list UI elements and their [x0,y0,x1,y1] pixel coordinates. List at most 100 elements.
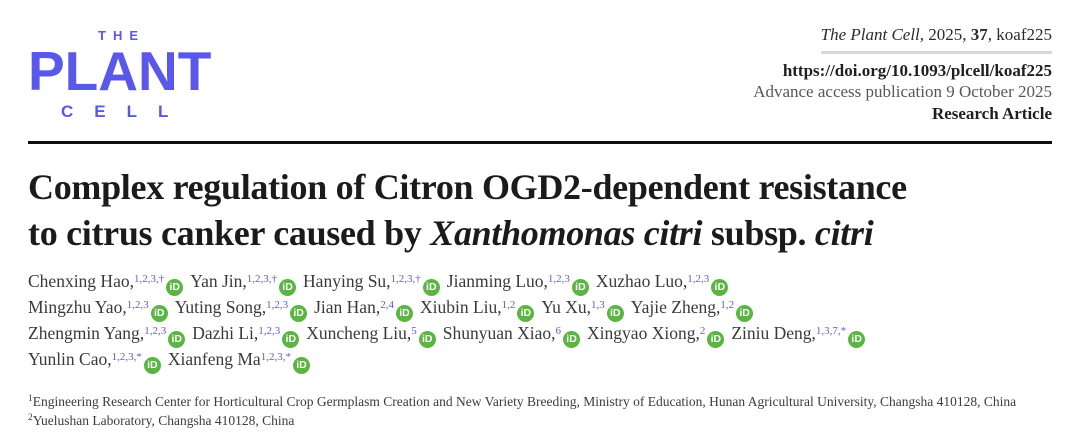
orcid-icon[interactable]: iD [279,279,297,296]
orcid-icon[interactable]: iD [166,279,184,296]
author-affiliation-superscript[interactable]: 1,2,3,† [390,273,421,285]
author: Jianming Luo,1,2,3iD [446,271,590,296]
author: Yuting Song,1,2,3iD [174,297,308,322]
subspecies-name-italic: citri [814,213,874,253]
author: Xianfeng Ma1,2,3,*iD [167,349,311,374]
author-name: Chenxing Hao, [28,271,134,291]
author: Hanying Su,1,2,3,†iD [303,271,441,296]
author-line: Zhengmin Yang,1,2,3iD Dazhi Li,1,2,3iD Xun… [28,322,1052,348]
volume-number: 37 [970,25,988,44]
author-name: Zhengmin Yang, [28,323,145,343]
author: Jian Han,2,4iD [314,297,414,322]
author-affiliation-superscript[interactable]: 1,2,3 [144,325,167,337]
doi-link[interactable]: https://doi.org/10.1093/plcell/koaf225 [782,61,1052,80]
affiliation-list: 1Engineering Research Center for Horticu… [28,392,1052,430]
paper-page: THE PLANT CELL The Plant Cell, 2025, 37,… [28,0,1052,430]
affiliation: 2Yuelushan Laboratory, Changsha 410128, … [28,411,1052,430]
author-name: Jian Han, [314,297,381,317]
author-name: Jianming Luo, [446,271,548,291]
author-name: Yan Jin, [190,271,247,291]
author-affiliation-superscript[interactable]: 2,4 [380,299,394,311]
orcid-icon[interactable]: iD [571,279,589,296]
author-name: Mingzhu Yao, [28,297,127,317]
orcid-icon[interactable]: iD [282,331,300,348]
author-name: Yu Xu, [541,297,591,317]
author-affiliation-superscript[interactable]: 1,2,3 [258,325,281,337]
logo-cell-text: CELL [61,102,190,121]
affiliation: 1Engineering Research Center for Horticu… [28,392,1052,411]
logo-the-text: THE [98,28,145,43]
orcid-icon[interactable]: iD [711,279,729,296]
author-affiliation-superscript[interactable]: 5 [411,325,417,337]
author-name: Xianfeng Ma [167,349,261,369]
author-name: Xuncheng Liu, [306,323,412,343]
orcid-icon[interactable]: iD [563,331,581,348]
orcid-icon[interactable]: iD [168,331,186,348]
orcid-icon[interactable]: iD [143,357,161,374]
affiliation-text: Engineering Research Center for Horticul… [32,394,1017,409]
orcid-icon[interactable]: iD [290,305,308,322]
author-affiliation-superscript[interactable]: 1,2,3 [266,299,289,311]
author: Xuzhao Luo,1,2,3iD [595,271,729,296]
author-list: Chenxing Hao,1,2,3,†iD Yan Jin,1,2,3,†iD H… [28,270,1052,374]
author: Yajie Zheng,1,2iD [631,297,754,322]
author-name: Xingyao Xiong, [587,323,700,343]
orcid-icon[interactable]: iD [848,331,866,348]
author-name: Hanying Su, [303,271,391,291]
orcid-icon[interactable]: iD [292,357,310,374]
advance-access-date: Advance access publication 9 October 202… [753,82,1052,101]
orcid-icon[interactable]: iD [150,305,168,322]
orcid-icon[interactable]: iD [418,331,436,348]
author: Chenxing Hao,1,2,3,†iD [28,271,184,296]
author-affiliation-superscript[interactable]: 1,2 [720,299,735,311]
author-affiliation-superscript[interactable]: 1,2,3,† [133,273,165,285]
author-name: Ziniu Deng, [731,323,816,343]
species-name-italic: Xanthomonas citri [430,213,703,253]
affiliation-text: Yuelushan Laboratory, Changsha 410128, C… [32,413,295,428]
author: Ziniu Deng,1,3,7,*iD [731,323,866,348]
affiliation-number: 1 [28,394,33,404]
journal-name: The Plant Cell [820,25,920,44]
author-name: Xuzhao Luo, [595,271,688,291]
author-affiliation-superscript[interactable]: 1,2,3,* [111,351,142,363]
orcid-icon[interactable]: iD [517,305,535,322]
author-affiliation-superscript[interactable]: 1,2,3 [547,273,570,285]
masthead: THE PLANT CELL The Plant Cell, 2025, 37,… [28,0,1052,124]
journal-citation: The Plant Cell, 2025, 37, koaf225 [820,24,1052,54]
author: Xuncheng Liu,5iD [306,323,436,348]
author: Dazhi Li,1,2,3iD [192,323,300,348]
author-name: Yunlin Cao, [28,349,112,369]
author-affiliation-superscript[interactable]: 1,2,3 [687,273,710,285]
author: Mingzhu Yao,1,2,3iD [28,297,169,322]
author: Yu Xu,1,3iD [541,297,624,322]
author: Zhengmin Yang,1,2,3iD [28,323,186,348]
author: Xiubin Liu,1,2iD [419,297,535,322]
author-affiliation-superscript[interactable]: 1,2,3 [126,299,149,311]
author-name: Xiubin Liu, [419,297,502,317]
author: Yan Jin,1,2,3,†iD [190,271,297,296]
article-type-label: Research Article [931,104,1052,123]
citation-tail: , koaf225 [987,25,1052,44]
author-line: Mingzhu Yao,1,2,3iD Yuting Song,1,2,3iD Ji… [28,296,1052,322]
title-line-1: Complex regulation of Citron OGD2-depend… [28,167,907,207]
author: Yunlin Cao,1,2,3,*iD [28,349,162,374]
orcid-icon[interactable]: iD [736,305,754,322]
title-line-2: to citrus canker caused by Xanthomonas c… [28,213,874,253]
orcid-icon[interactable]: iD [707,331,725,348]
author-affiliation-superscript[interactable]: 1,3 [590,299,605,311]
masthead-right: The Plant Cell, 2025, 37, koaf225 https:… [753,22,1052,124]
article-title: Complex regulation of Citron OGD2-depend… [28,164,1052,256]
author-affiliation-superscript[interactable]: 1,2,3,† [246,273,278,285]
orcid-icon[interactable]: iD [606,305,624,322]
author-name: Yuting Song, [174,297,267,317]
citation-middle: , 2025, [919,25,971,44]
author-name: Shunyuan Xiao, [442,323,556,343]
author-affiliation-superscript[interactable]: 1,2 [501,299,516,311]
author-affiliation-superscript[interactable]: 1,2,3,* [260,351,291,363]
author-affiliation-superscript[interactable]: 1,3,7,* [815,325,847,337]
author: Shunyuan Xiao,6iD [442,323,581,348]
orcid-icon[interactable]: iD [395,305,413,322]
author-affiliation-superscript[interactable]: 2 [699,325,706,337]
author-affiliation-superscript[interactable]: 6 [555,325,562,337]
orcid-icon[interactable]: iD [422,279,440,296]
